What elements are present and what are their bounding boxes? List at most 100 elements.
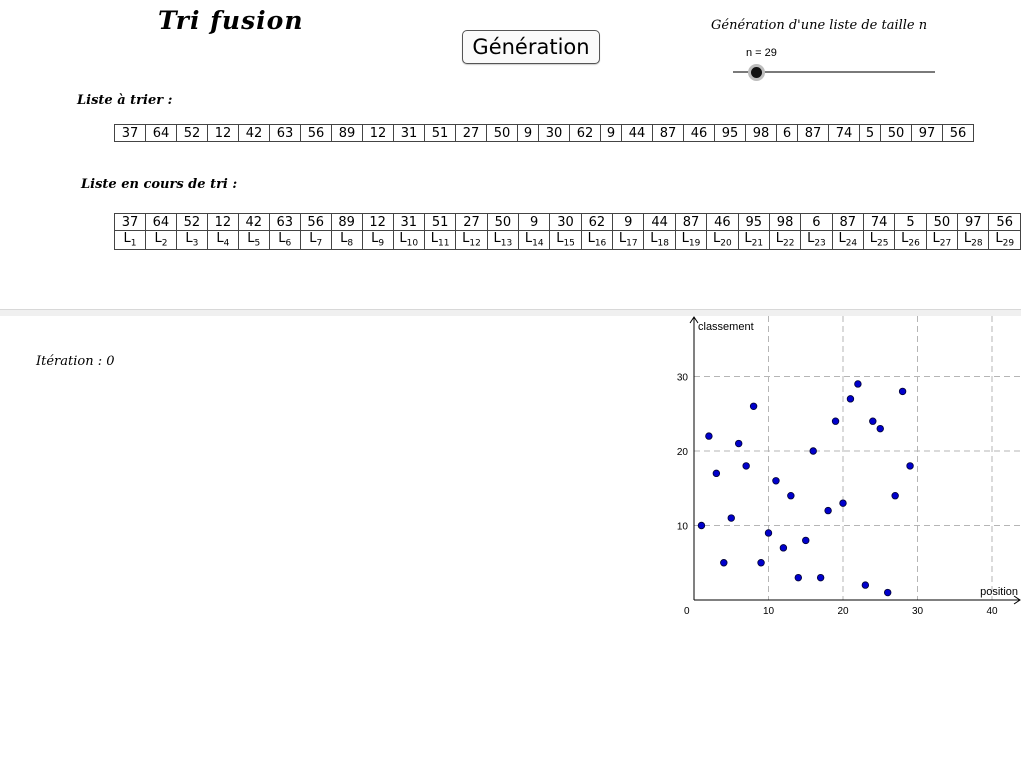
list-to-sort-cell: 63 (269, 124, 301, 142)
index-subscript: 2 (161, 238, 168, 249)
panel-divider[interactable] (0, 309, 1021, 316)
y-tick-label: 30 (677, 373, 689, 384)
list-to-sort-cell: 64 (145, 124, 177, 142)
list-in-progress-cell: 62 (580, 213, 614, 231)
data-point (712, 469, 721, 478)
list-in-progress-index-cell: L25 (862, 230, 896, 250)
list-in-progress-index-cell: L24 (831, 230, 864, 250)
list-in-progress-index-cell: L15 (549, 230, 582, 250)
index-prefix: L (371, 231, 379, 246)
size-slider-track[interactable] (733, 71, 935, 73)
y-axis-arrow (689, 316, 699, 324)
index-prefix: L (556, 231, 564, 246)
list-in-progress-cell: 56 (988, 213, 1021, 231)
x-axis-label: position (980, 586, 1018, 598)
list-to-sort-cell: 95 (714, 124, 746, 142)
data-point (854, 380, 862, 388)
list-to-sort-cell: 12 (362, 124, 394, 142)
list-in-progress-cell: 87 (831, 213, 864, 231)
list-in-progress-cell: 46 (706, 213, 739, 231)
generate-button[interactable]: Génération (462, 30, 600, 64)
index-subscript: 14 (532, 238, 544, 249)
list-to-sort-cell: 50 (486, 124, 518, 142)
list-in-progress-cell: 74 (862, 213, 896, 231)
index-prefix: L (775, 231, 783, 246)
x-tick-label: 10 (763, 606, 775, 616)
index-prefix: L (430, 231, 439, 246)
size-slider-thumb[interactable] (748, 64, 765, 81)
list-in-progress-index-cell: L27 (925, 230, 959, 250)
index-subscript: 1 (130, 238, 137, 249)
index-prefix: L (247, 231, 255, 246)
index-prefix: L (869, 231, 878, 246)
list-in-progress-cell: 12 (361, 213, 394, 231)
list-to-sort-cell: 9 (600, 124, 622, 142)
data-point (906, 462, 914, 470)
data-point (787, 491, 795, 500)
list-in-progress-indices-row: L1 L2 L3 L4 L5 L6 L7 L8 L9 L10 L11 L12 L13 L14 L15 L16 L… (114, 230, 1021, 250)
list-in-progress-cell: 64 (144, 213, 177, 231)
data-point (705, 432, 713, 440)
index-subscript: 22 (782, 238, 795, 249)
index-subscript: 28 (971, 238, 983, 249)
list-in-progress-cell: 52 (175, 213, 208, 231)
list-to-sort-cell: 52 (176, 124, 208, 142)
list-in-progress-index-cell: L8 (330, 230, 363, 250)
list-to-sort-cell: 5 (859, 124, 881, 142)
list-in-progress-index-cell: L26 (894, 230, 927, 250)
index-subscript: 23 (814, 238, 826, 249)
data-point (779, 544, 788, 552)
list-in-progress-index-cell: L4 (206, 230, 239, 250)
list-in-progress-index-cell: L17 (612, 230, 645, 250)
index-prefix: L (744, 231, 752, 246)
list-in-progress-label: Liste en cours de tri : (81, 177, 238, 192)
list-to-sort-cell: 44 (621, 124, 653, 142)
slider-value-label: n = 29 (746, 47, 777, 59)
index-subscript: 9 (378, 238, 385, 249)
list-in-progress-index-cell: L23 (800, 230, 833, 250)
list-to-sort-cell: 89 (331, 124, 363, 142)
page-title: Tri fusion (158, 6, 304, 35)
list-in-progress-cell: 27 (455, 213, 488, 231)
x-axis-arrow (1013, 595, 1021, 605)
list-in-progress-index-cell: L29 (988, 230, 1021, 250)
data-point (883, 588, 892, 597)
index-prefix: L (524, 231, 533, 246)
index-subscript: 5 (254, 238, 261, 249)
index-prefix: L (462, 231, 470, 246)
list-to-sort-cell: 56 (300, 124, 332, 142)
list-in-progress-index-cell: L12 (455, 230, 488, 250)
index-prefix: L (807, 231, 815, 246)
list-in-progress-index-cell: L1 (114, 230, 146, 250)
index-subscript: 11 (438, 238, 450, 249)
list-in-progress-index-cell: L19 (674, 230, 708, 250)
list-to-sort-cell: 97 (911, 124, 943, 142)
list-to-sort-table: 37 64 52 12 42 63 56 89 12 31 51 27 50 9 30 62 9 44 87 46 95… (114, 124, 974, 142)
x-tick-label: 20 (837, 606, 849, 616)
list-in-progress-cell: 63 (268, 213, 301, 231)
index-subscript: 17 (626, 238, 638, 249)
data-point (749, 402, 758, 410)
x-tick-label: 30 (912, 606, 924, 616)
list-in-progress-viewport: 37 64 52 12 42 63 56 89 12 31 51 27 50 9 30 62 9 44 87 46 95… (114, 213, 1021, 253)
list-to-sort-cell: 30 (538, 124, 570, 142)
x-tick-label: 0 (684, 606, 690, 616)
generation-label: Génération d'une liste de taille n (711, 18, 928, 33)
y-axis-label: classement (698, 321, 754, 333)
index-prefix: L (963, 231, 972, 246)
index-subscript: 25 (877, 238, 889, 249)
data-point (846, 395, 855, 403)
list-in-progress-index-cell: L7 (299, 230, 332, 250)
x-tick-label: 40 (986, 606, 998, 616)
data-point (720, 559, 728, 567)
data-point (898, 387, 907, 396)
data-point (839, 499, 847, 507)
list-in-progress-index-cell: L6 (268, 230, 301, 250)
index-subscript: 26 (908, 238, 920, 249)
data-point (802, 536, 810, 545)
list-in-progress-index-cell: L5 (237, 230, 270, 250)
index-prefix: L (587, 231, 595, 246)
index-prefix: L (309, 231, 317, 246)
data-point (757, 559, 765, 567)
list-in-progress-cell: 42 (237, 213, 270, 231)
